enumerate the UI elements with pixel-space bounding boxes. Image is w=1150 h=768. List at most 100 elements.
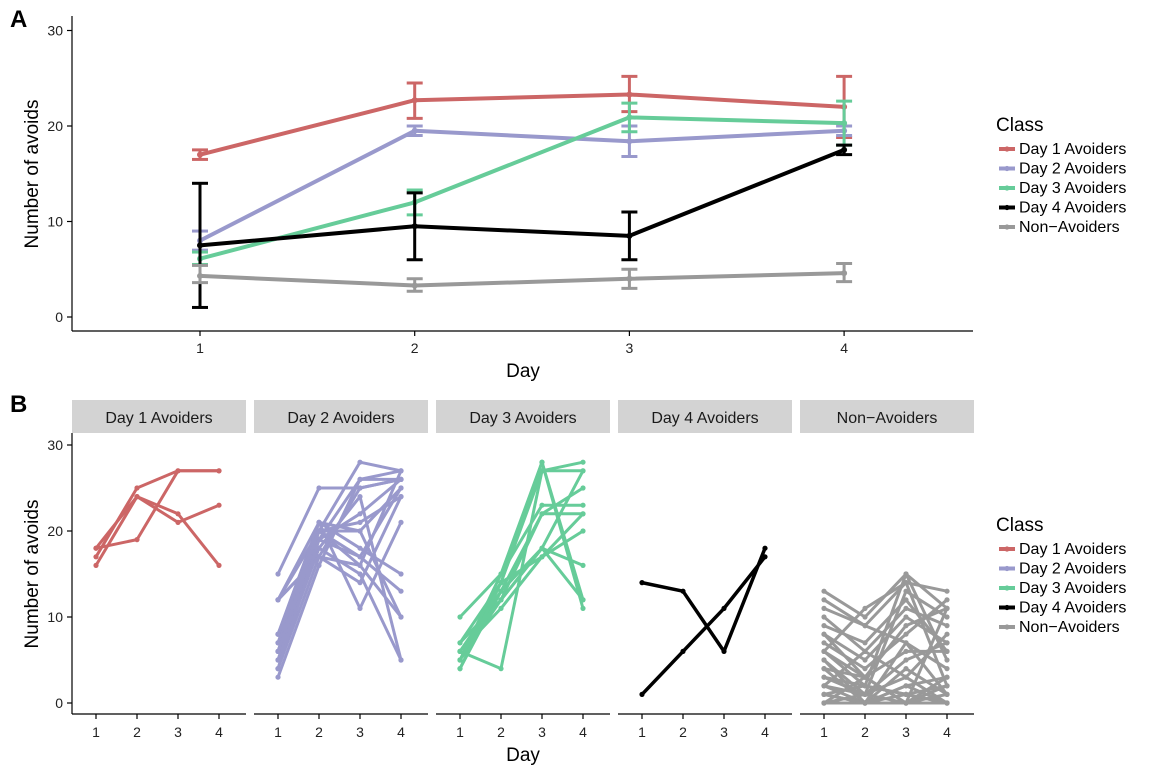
individual-point-non-avoiders-4-day-1	[821, 623, 827, 629]
facet-title-day-4-avoiders: Day 4 Avoiders	[651, 410, 758, 427]
individual-point-non-avoiders-3-day-4	[944, 623, 950, 629]
individual-line-day-1-avoiders-4	[95, 469, 219, 550]
facet-strip-non-avoiders	[800, 400, 974, 433]
individual-point-day-1-avoiders-4-day-3	[175, 468, 181, 474]
point-day-4-avoiders-day-3	[626, 232, 633, 239]
individual-line-non-avoiders-23	[823, 692, 947, 705]
facet-x-tick-label-day-1-avoiders-3: 3	[174, 724, 182, 740]
individual-point-non-avoiders-25-day-3	[903, 700, 909, 706]
point-day-1-avoiders-day-3	[626, 91, 633, 98]
individual-point-day-3-avoiders-10-day-4	[580, 502, 586, 508]
individual-line-day-2-avoiders-18	[276, 477, 402, 601]
legend-key-point-day-3-avoiders	[1004, 585, 1010, 591]
individual-point-day-4-avoiders-1-day-2	[680, 588, 686, 594]
legend-key-point-day-3-avoiders	[1004, 185, 1010, 191]
individual-point-non-avoiders-7-day-3	[903, 623, 909, 629]
individual-point-day-3-avoiders-3-day-2	[498, 666, 504, 672]
facet-x-tick-label-day-2-avoiders-1: 1	[274, 724, 282, 740]
facet-x-tick-label-day-4-avoiders-2: 2	[679, 724, 687, 740]
legend-item-day-2-avoiders: Day 2 Avoiders	[1019, 161, 1126, 178]
panel-a-label: A	[10, 6, 27, 33]
individual-point-day-3-avoiders-11-day-2	[498, 597, 504, 603]
individual-point-non-avoiders-11-day-3	[903, 648, 909, 655]
individual-point-non-avoiders-21-day-4	[944, 691, 950, 698]
individual-point-day-4-avoiders-1-day-1	[639, 580, 645, 586]
individual-point-day-3-avoiders-7-day-4	[580, 605, 586, 612]
individual-point-non-avoiders-2-day-1	[821, 597, 827, 603]
individual-point-non-avoiders-26-day-2	[862, 623, 868, 629]
individual-point-non-avoiders-25-day-2	[862, 674, 868, 680]
panel-b-y-tick-label-20: 20	[47, 523, 63, 539]
line-non-avoiders	[199, 271, 845, 288]
facet-day-1-avoiders: Day 1 Avoiders 1 2 3 4	[72, 400, 246, 740]
legend-item-day-3-avoiders: Day 3 Avoiders	[1019, 580, 1126, 597]
individual-point-day-2-avoiders-8-day-2	[316, 562, 322, 569]
individual-point-day-3-avoiders-11-day-1	[457, 648, 463, 655]
point-day-1-avoiders-day-1	[197, 151, 203, 158]
individual-point-non-avoiders-27-day-3	[903, 580, 909, 586]
legend-key-point-day-4-avoiders	[1004, 204, 1010, 211]
individual-point-day-2-avoiders-12-day-4	[398, 657, 404, 663]
individual-line-day-3-avoiders-10	[458, 503, 583, 661]
individual-point-day-2-avoiders-10-day-2	[316, 519, 322, 526]
legend-key-point-non-avoiders	[1004, 624, 1010, 630]
individual-point-day-1-avoiders-1-day-4	[216, 502, 222, 508]
individual-line-non-avoiders-2	[823, 581, 948, 628]
panel-a-x-tick-label-1: 1	[196, 340, 204, 356]
facet-day-3-avoiders: Day 3 Avoiders 1 2 3 4	[436, 400, 610, 740]
facet-x-tick-label-day-4-avoiders-4: 4	[761, 724, 769, 740]
line-day-4-avoiders	[199, 148, 845, 248]
individual-point-day-4-avoiders-2-day-3	[721, 605, 727, 612]
individual-point-non-avoiders-9-day-4	[944, 614, 950, 620]
individual-point-non-avoiders-23-day-1	[821, 691, 827, 698]
individual-line-day-2-avoiders-16	[276, 477, 401, 670]
facet-x-tick-label-non-avoiders-4: 4	[943, 724, 951, 740]
individual-point-day-2-avoiders-8-day-1	[275, 674, 281, 680]
individual-line-day-4-avoiders-2	[640, 555, 767, 696]
individual-point-day-2-avoiders-16-day-1	[275, 666, 281, 672]
panel-b-y-tick-label-0: 0	[55, 695, 63, 711]
individual-point-day-4-avoiders-2-day-1	[639, 691, 645, 698]
series-day-1-avoiders	[192, 74, 853, 161]
individual-point-day-2-avoiders-12-day-3	[357, 494, 363, 500]
individual-line-non-avoiders-13	[823, 641, 948, 696]
facet-x-tick-label-non-avoiders-3: 3	[902, 724, 910, 740]
individual-point-day-4-avoiders-2-day-4	[762, 554, 768, 560]
individual-line-day-2-avoiders-15	[276, 529, 403, 652]
individual-point-non-avoiders-12-day-1	[821, 666, 827, 672]
legend-panel-a: Class Day 1 Avoiders Day 2 Avoiders Day 3 A…	[996, 115, 1126, 236]
facet-day-2-avoiders: Day 2 Avoiders 1 2 3 4	[254, 400, 428, 740]
individual-point-non-avoiders-4-day-2	[862, 640, 868, 646]
individual-point-day-2-avoiders-7-day-3	[357, 580, 363, 586]
legend-panel-b: Class Day 1 Avoiders Day 2 Avoiders Day 3 A…	[996, 515, 1126, 636]
individual-point-non-avoiders-24-day-4	[944, 700, 950, 706]
individual-point-day-2-avoiders-18-day-1	[275, 597, 281, 603]
legend-key-point-day-4-avoiders	[1004, 604, 1010, 611]
individual-point-day-2-avoiders-14-day-3	[357, 562, 363, 569]
individual-point-non-avoiders-24-day-1	[821, 683, 827, 689]
point-non-avoiders-day-4	[841, 270, 848, 277]
individual-line-non-avoiders-9	[823, 589, 948, 696]
individual-point-non-avoiders-23-day-2	[862, 700, 868, 706]
facet-title-day-1-avoiders: Day 1 Avoiders	[105, 410, 212, 427]
point-non-avoiders-day-1	[197, 272, 203, 279]
facet-x-tick-label-day-1-avoiders-4: 4	[215, 724, 223, 740]
individual-point-non-avoiders-14-day-1	[821, 674, 827, 680]
legend-key-point-day-2-avoiders	[1004, 165, 1010, 172]
point-day-4-avoiders-day-4	[841, 146, 848, 153]
legend-key-point-non-avoiders	[1004, 224, 1010, 230]
individual-point-non-avoiders-25-day-1	[821, 631, 827, 637]
individual-point-day-3-avoiders-11-day-3	[539, 545, 545, 551]
facet-x-tick-label-day-2-avoiders-2: 2	[315, 724, 323, 740]
individual-point-day-3-avoiders-10-day-3	[539, 502, 545, 508]
panel-a-y-tick-label-30: 30	[47, 23, 63, 39]
individual-point-non-avoiders-27-day-2	[862, 605, 868, 612]
individual-point-non-avoiders-2-day-4	[944, 588, 950, 594]
facet-title-day-3-avoiders: Day 3 Avoiders	[469, 410, 576, 427]
individual-point-day-3-avoiders-10-day-1	[457, 657, 463, 663]
individual-point-non-avoiders-26-day-1	[821, 605, 827, 612]
legend-item-day-2-avoiders: Day 2 Avoiders	[1019, 561, 1126, 578]
individual-point-non-avoiders-20-day-3	[903, 683, 909, 689]
panel-a-y-tick-label-0: 0	[55, 309, 63, 325]
